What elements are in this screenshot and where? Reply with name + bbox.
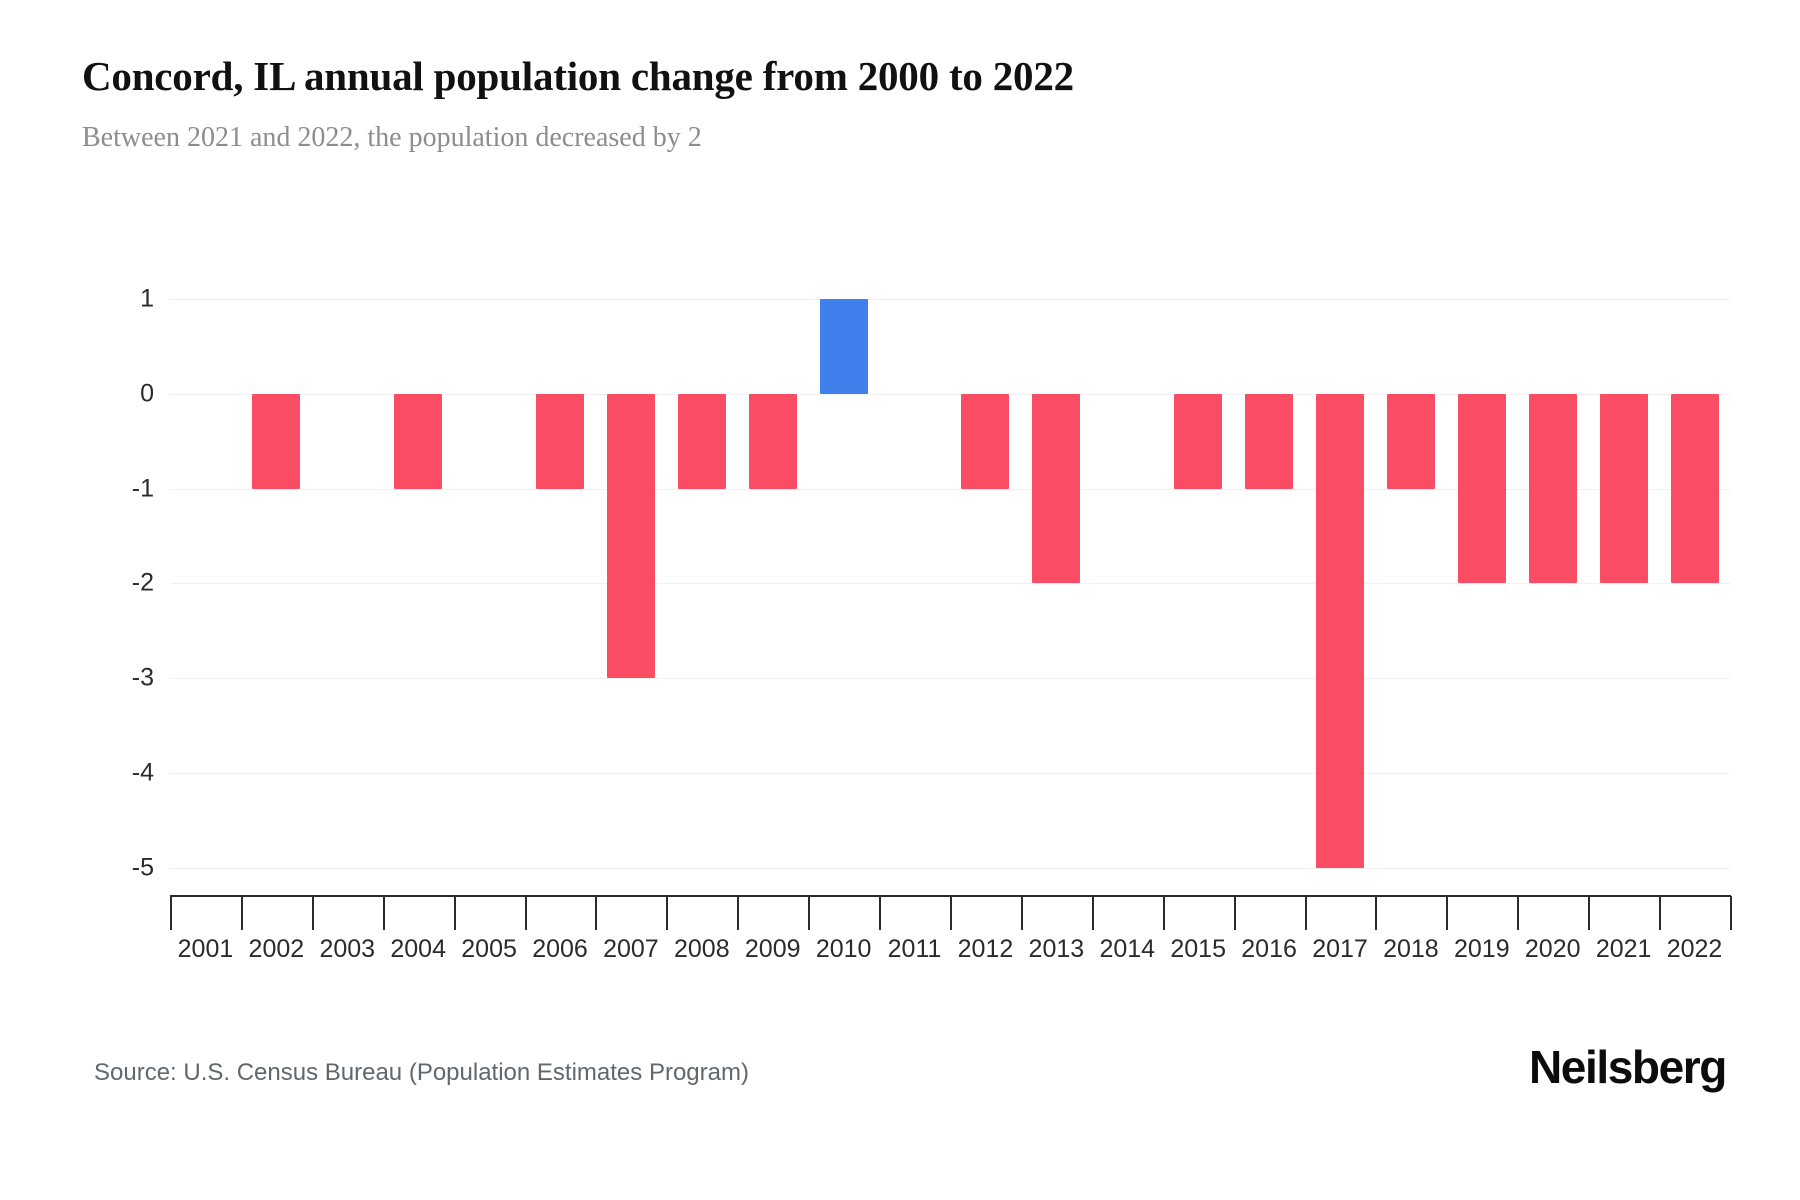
x-tick [950, 896, 952, 930]
y-tick-label: 0 [140, 379, 154, 408]
x-tick-label-2010: 2010 [815, 935, 872, 963]
x-tick [1659, 896, 1662, 930]
x-tick [453, 896, 456, 930]
x-tick [1446, 896, 1449, 930]
bar-2013[interactable] [1032, 393, 1081, 584]
x-tick [1730, 896, 1732, 930]
x-tick [1517, 896, 1520, 930]
page-title: Concord, IL annual population change fro… [82, 53, 1074, 99]
x-tick [595, 896, 598, 930]
x-tick [666, 896, 669, 930]
x-tick-label-2018: 2018 [1383, 935, 1439, 963]
bar-2021[interactable] [1599, 393, 1648, 584]
x-tick [170, 896, 172, 930]
x-tick [737, 896, 740, 930]
x-tick [808, 896, 811, 930]
gridline--1 [170, 488, 1730, 490]
x-tick-label-2017: 2017 [1312, 935, 1368, 963]
x-tick-label-2003: 2003 [319, 935, 376, 963]
x-tick [524, 896, 527, 930]
x-tick-label-2012: 2012 [957, 935, 1014, 963]
y-tick-label: -4 [131, 758, 154, 787]
x-tick-label-2011: 2011 [887, 935, 942, 963]
x-tick-label-2022: 2022 [1666, 935, 1723, 963]
x-tick-label-2004: 2004 [390, 935, 446, 963]
x-tick-label-2014: 2014 [1099, 935, 1156, 963]
x-tick [1304, 896, 1307, 930]
y-tick-label: 1 [140, 284, 154, 313]
x-tick-label-2001: 2001 [177, 935, 234, 963]
x-tick [1588, 896, 1591, 930]
x-tick [1162, 896, 1165, 930]
bar-2019[interactable] [1457, 393, 1506, 584]
gridline--5 [170, 867, 1730, 869]
chart-subtitle: Between 2021 and 2022, the population de… [82, 122, 702, 153]
x-tick-label-2015: 2015 [1170, 935, 1226, 963]
x-tick-label-2008: 2008 [674, 935, 730, 963]
y-axis-labels: 1 0 -1 -2 -3 -4 -5 [102, 285, 154, 895]
x-tick [382, 896, 385, 930]
bar-2020[interactable] [1528, 393, 1577, 584]
x-tick-label-2016: 2016 [1241, 935, 1297, 963]
x-tick-label-2006: 2006 [532, 935, 588, 963]
x-tick-label-2009: 2009 [744, 935, 801, 963]
bar-2002[interactable] [252, 393, 301, 489]
x-tick [879, 896, 882, 930]
x-tick [1091, 896, 1094, 930]
x-tick [1375, 896, 1378, 930]
bar-2012[interactable] [961, 393, 1010, 489]
x-tick-label-2021: 2021 [1595, 935, 1652, 963]
x-tick-label-2007: 2007 [603, 935, 659, 963]
bar-2006[interactable] [536, 393, 584, 489]
bar-2016[interactable] [1245, 393, 1294, 489]
source-note: Source: U.S. Census Bureau (Population E… [94, 1059, 749, 1086]
bar-2009[interactable] [748, 393, 797, 489]
x-tick-label-2020: 2020 [1524, 935, 1581, 963]
bar-2022[interactable] [1670, 393, 1719, 584]
x-tick-label-2002: 2002 [248, 935, 305, 963]
y-tick-label: -1 [131, 474, 154, 503]
bar-2007[interactable] [606, 393, 655, 679]
gridline-1 [170, 299, 1730, 300]
x-tick-label-2005: 2005 [461, 935, 517, 963]
x-tick-label-2013: 2013 [1028, 935, 1085, 963]
x-tick-label-2019: 2019 [1454, 935, 1510, 963]
x-tick [240, 896, 243, 930]
x-tick [1233, 896, 1236, 930]
y-tick-label: -2 [131, 568, 154, 597]
gridline--3 [170, 678, 1730, 680]
bar-2010[interactable] [819, 299, 868, 394]
y-tick-label: -5 [131, 853, 154, 882]
bar-2017[interactable] [1316, 393, 1364, 868]
bar-2008[interactable] [677, 393, 726, 489]
gridline-0 [170, 393, 1730, 395]
bar-2015[interactable] [1174, 393, 1223, 489]
plot-area [170, 299, 1730, 895]
bar-2018[interactable] [1386, 393, 1435, 489]
gridline--4 [170, 773, 1730, 774]
x-tick [311, 896, 314, 930]
x-tick [1020, 896, 1023, 930]
y-tick-label: -3 [131, 663, 154, 692]
brand-logo: Neilsberg [1528, 1041, 1727, 1093]
bar-2004[interactable] [394, 393, 443, 489]
gridline--2 [170, 583, 1730, 585]
